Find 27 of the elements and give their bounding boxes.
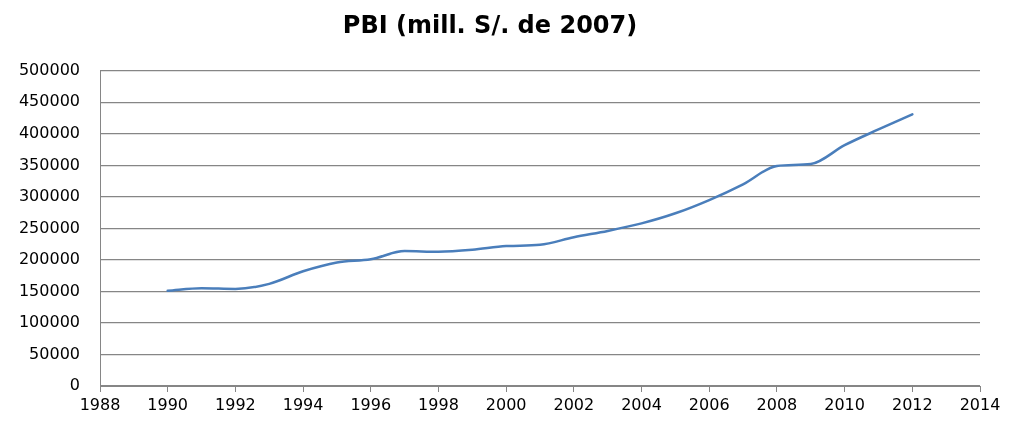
chart-title: PBI (mill. S/. de 2007): [342, 10, 638, 39]
x-tick-label: 2008: [756, 394, 798, 414]
x-tick-label: 1996: [350, 394, 392, 414]
x-tick-label: 2002: [553, 394, 595, 414]
y-tick-label: 150000: [18, 280, 80, 300]
y-tick-label: 100000: [18, 312, 80, 332]
y-tick-label: 500000: [18, 59, 80, 79]
y-tick-label: 250000: [18, 217, 80, 237]
x-tick-label: 2000: [485, 394, 527, 414]
x-tick-label: 1990: [147, 394, 189, 414]
y-tick-label: 400000: [18, 123, 80, 142]
x-tick-label: 2010: [824, 394, 865, 414]
y-tick-label: 350000: [18, 154, 80, 174]
x-tick-label: 2014: [959, 394, 1001, 414]
y-tick-label: 200000: [18, 249, 80, 269]
y-tick-label: 0: [69, 375, 80, 395]
line-series: [166, 113, 914, 293]
x-tick-label: 1998: [418, 394, 459, 414]
x-tick-label: 2012: [891, 394, 933, 414]
y-tick-label: 300000: [18, 186, 80, 206]
y-tick-label: 450000: [18, 91, 80, 111]
x-tick-label: 2004: [621, 394, 662, 414]
x-tick-label: 1988: [79, 394, 121, 414]
x-tick-label: 1992: [215, 394, 256, 414]
x-tick-label: 1994: [282, 394, 324, 414]
x-tick-label: 2006: [688, 394, 730, 414]
y-tick-label: 50000: [29, 343, 80, 363]
